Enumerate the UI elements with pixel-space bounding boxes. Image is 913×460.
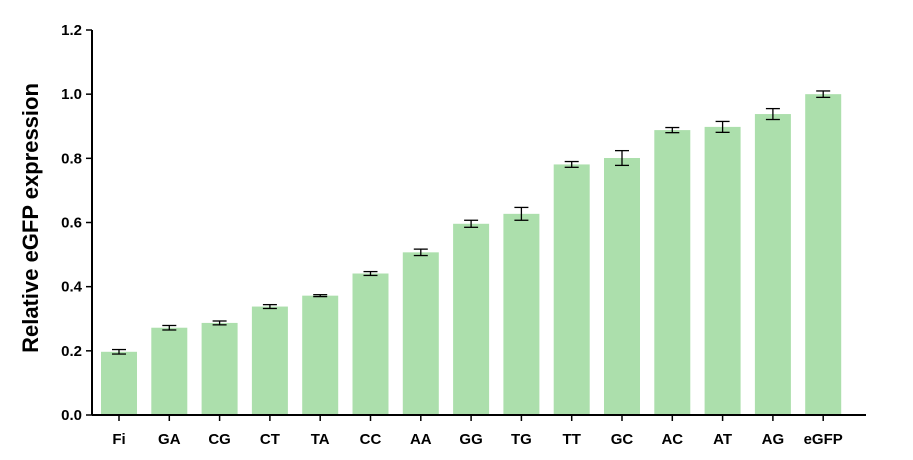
error-bar-ta — [313, 294, 328, 298]
x-tick-label-egfp: eGFP — [804, 431, 843, 448]
bar-ac — [654, 130, 691, 415]
x-tick-label-ac: AC — [661, 431, 683, 448]
error-bar-ag — [765, 107, 780, 121]
x-tick-label-at: AT — [713, 431, 732, 448]
error-bar-egfp — [816, 90, 831, 99]
x-tick-label-fi: Fi — [112, 431, 125, 448]
y-tick-label: 0.6 — [61, 215, 82, 232]
x-tick-label-cc: CC — [360, 431, 382, 448]
bar-at — [704, 126, 741, 416]
error-bar-gc — [615, 149, 629, 167]
bar-ag — [754, 114, 791, 415]
error-bar-aa — [413, 248, 428, 257]
error-bar-cg — [212, 320, 227, 326]
error-bar-ga — [162, 324, 177, 331]
bar-tg — [503, 213, 540, 415]
error-bars-group — [112, 90, 831, 355]
error-bar-ct — [262, 303, 277, 310]
bar-cg — [201, 322, 238, 415]
bar-egfp — [805, 94, 842, 416]
error-bar-tg — [514, 206, 529, 221]
x-tick-label-ta: TA — [311, 431, 330, 448]
bar-tt — [553, 164, 590, 415]
bars-group — [101, 94, 842, 416]
bar-ga — [151, 327, 188, 415]
x-tick-label-ag: AG — [762, 431, 785, 448]
x-tick-label-tg: TG — [511, 431, 532, 448]
bar-ct — [251, 306, 288, 415]
y-axis-title: Relative eGFP expression — [18, 83, 43, 353]
y-tick-label: 1.2 — [61, 22, 82, 39]
x-tick-label-gc: GC — [611, 431, 634, 448]
x-tick-label-ga: GA — [158, 431, 181, 448]
bar-aa — [402, 252, 439, 415]
error-bar-cc — [363, 270, 378, 277]
x-tick-label-aa: AA — [410, 431, 432, 448]
x-tick-label-tt: TT — [563, 431, 581, 448]
bar-cc — [352, 273, 389, 415]
bar-ta — [302, 295, 339, 415]
bar-gg — [453, 223, 490, 415]
error-bar-gg — [464, 219, 479, 228]
y-tick-label: 0.4 — [61, 279, 83, 296]
error-bar-fi — [112, 348, 126, 355]
y-tick-label: 0.0 — [61, 407, 82, 424]
x-tick-label-gg: GG — [459, 431, 482, 448]
y-ticks-group: 0.0 0.2 0.4 0.6 0.8 1.0 1.2 — [61, 22, 92, 424]
x-tick-label-cg: CG — [208, 431, 231, 448]
x-tick-label-ct: CT — [260, 431, 280, 448]
bar-gc — [604, 158, 640, 415]
error-bar-tt — [564, 160, 579, 168]
x-labels-group: Fi GA CG CT TA CC AA GG TG TT GC AC AT AG eGFP — [112, 431, 842, 448]
y-tick-label: 0.2 — [61, 343, 82, 360]
error-bar-ac — [665, 126, 680, 134]
bar-fi — [101, 351, 137, 415]
y-tick-label: 0.8 — [61, 150, 82, 167]
y-tick-label: 1.0 — [61, 86, 82, 103]
error-bar-at — [715, 120, 730, 133]
